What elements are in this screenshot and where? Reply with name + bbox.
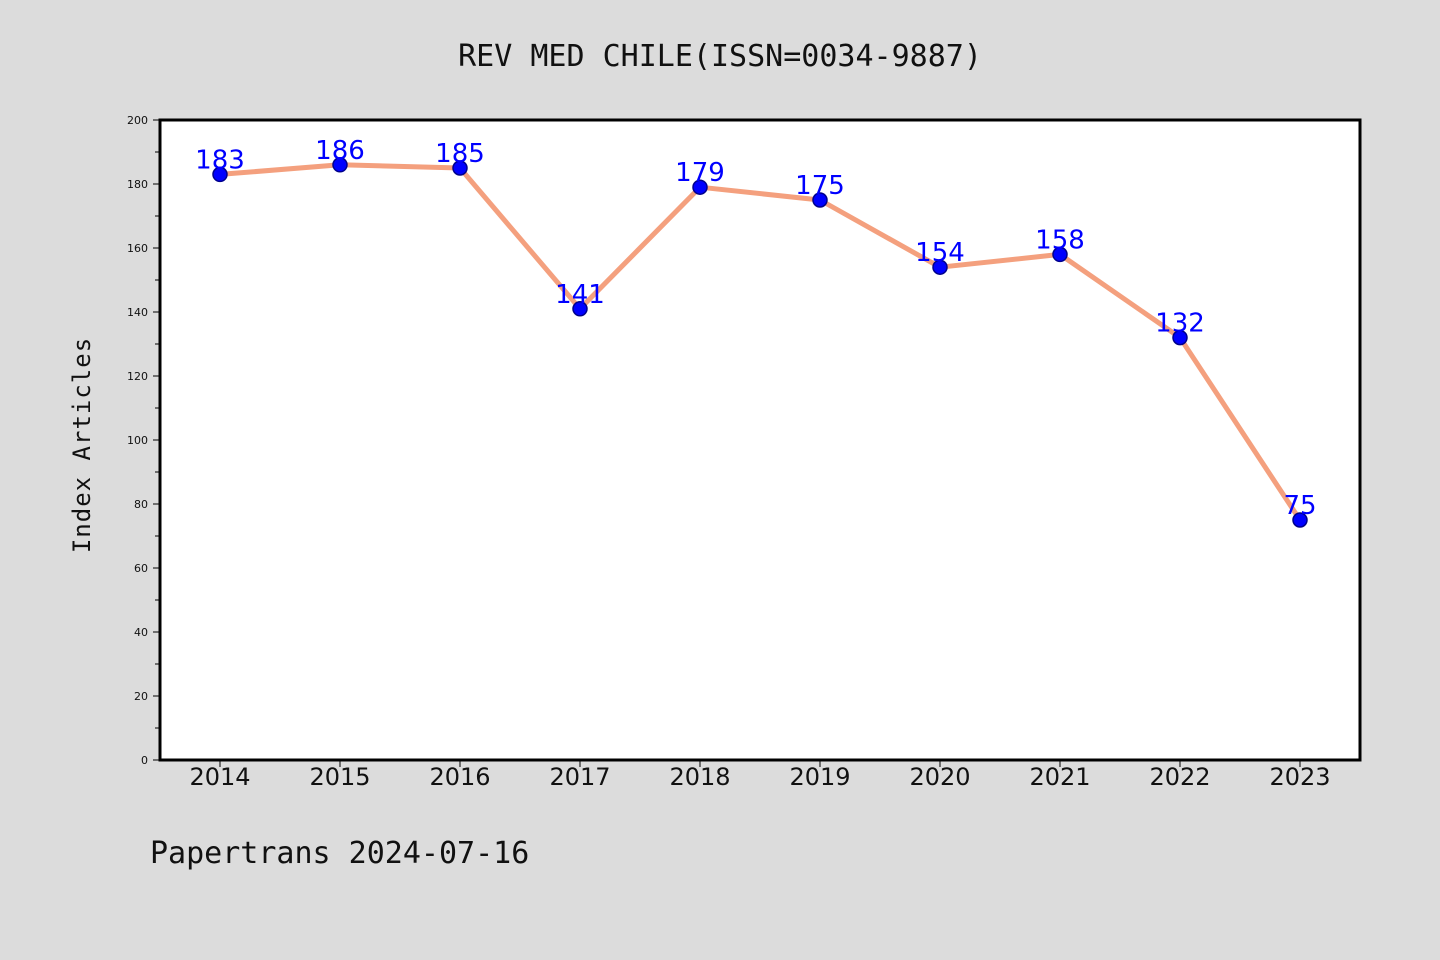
x-tick-label: 2022 xyxy=(1149,763,1210,791)
x-tick-label: 2019 xyxy=(789,763,850,791)
x-tick-label: 2015 xyxy=(309,763,370,791)
data-point xyxy=(1052,246,1068,263)
data-point xyxy=(452,160,468,176)
chart-title: REV MED CHILE(ISSN=0034-9887) xyxy=(458,39,982,74)
data-label: 132 xyxy=(1155,309,1205,339)
marker-group xyxy=(212,157,1308,528)
y-tick-label: 20 xyxy=(134,690,148,703)
x-tick-label: 2014 xyxy=(189,763,250,791)
y-tick-label: 180 xyxy=(127,178,148,191)
data-point xyxy=(1292,512,1308,528)
x-tick-label: 2017 xyxy=(549,763,610,791)
data-label: 186 xyxy=(315,136,365,166)
data-label: 183 xyxy=(195,145,245,175)
y-tick-label: 100 xyxy=(127,434,148,447)
y-tick-label: 160 xyxy=(127,242,148,255)
series-line-group xyxy=(217,162,1303,523)
data-label: 158 xyxy=(1035,225,1085,255)
y-tick-label: 140 xyxy=(127,306,148,319)
plot-area xyxy=(158,118,1362,762)
y-axis: 0 20 40 60 80 100 120 140 160 180 200 xyxy=(127,114,160,767)
data-label-group: 183 186 185 141 179 175 154 158 132 75 xyxy=(195,136,1316,521)
data-point xyxy=(212,166,228,183)
data-point xyxy=(932,259,948,275)
series-line xyxy=(217,162,1303,523)
data-point xyxy=(812,192,828,208)
data-point xyxy=(332,157,348,173)
x-tick-label: 2016 xyxy=(429,763,490,791)
data-label: 179 xyxy=(675,158,725,188)
y-axis-label: Index Articles xyxy=(68,337,96,553)
x-axis: 2014 2015 2016 2017 2018 2019 2020 2021 2022 2023 xyxy=(189,760,1331,791)
y-tick-label: 120 xyxy=(127,370,148,383)
x-tick-label: 2021 xyxy=(1029,763,1090,791)
data-point xyxy=(1172,329,1188,346)
y-tick-label: 60 xyxy=(134,562,148,575)
data-point xyxy=(692,179,708,195)
data-label: 185 xyxy=(435,139,485,169)
x-tick-label: 2023 xyxy=(1269,763,1330,791)
y-tick-label: 0 xyxy=(141,754,148,767)
data-label: 141 xyxy=(555,280,605,310)
x-tick-label: 2018 xyxy=(669,763,730,791)
y-tick-label: 80 xyxy=(134,498,148,511)
x-tick-label: 2020 xyxy=(909,763,970,791)
data-point xyxy=(572,301,588,317)
y-tick-label: 200 xyxy=(127,114,148,127)
data-label: 154 xyxy=(915,238,965,268)
footer-credit: Papertrans 2024-07-16 xyxy=(150,836,529,871)
data-label: 75 xyxy=(1283,491,1316,521)
data-label: 175 xyxy=(795,171,845,201)
y-tick-label: 40 xyxy=(134,626,148,639)
